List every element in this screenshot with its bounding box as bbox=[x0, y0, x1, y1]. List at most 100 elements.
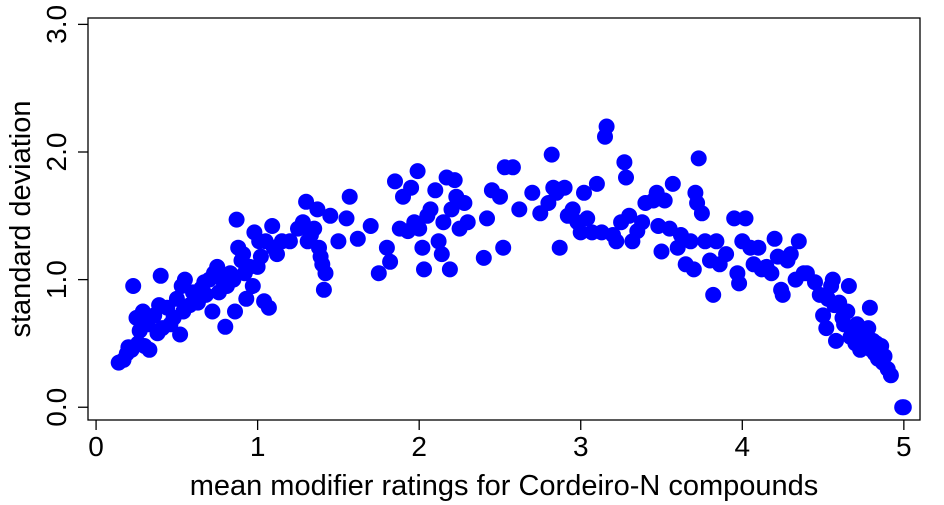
y-axis: 0.0 1.0 2.0 3.0 bbox=[41, 5, 88, 427]
data-point bbox=[818, 320, 835, 337]
data-point bbox=[682, 233, 699, 250]
data-point bbox=[349, 230, 366, 247]
data-point bbox=[618, 169, 634, 186]
data-point bbox=[281, 233, 298, 250]
data-point bbox=[564, 201, 581, 218]
data-point bbox=[441, 261, 458, 278]
data-point bbox=[750, 239, 767, 256]
data-point bbox=[238, 290, 255, 307]
data-point bbox=[209, 258, 226, 275]
data-point bbox=[697, 233, 714, 250]
data-point bbox=[895, 399, 912, 416]
data-point bbox=[685, 261, 702, 278]
data-point bbox=[475, 249, 492, 266]
data-point bbox=[315, 281, 332, 298]
data-point bbox=[341, 188, 358, 205]
data-point bbox=[828, 332, 844, 349]
data-point bbox=[414, 239, 431, 256]
data-point bbox=[370, 265, 387, 282]
data-point bbox=[543, 146, 560, 163]
data-point bbox=[217, 318, 234, 335]
data-point bbox=[588, 175, 605, 192]
data-point bbox=[330, 233, 347, 250]
data-point bbox=[306, 220, 323, 237]
data-point bbox=[204, 303, 221, 320]
data-point bbox=[731, 275, 748, 292]
data-point bbox=[634, 214, 651, 231]
data-point bbox=[882, 367, 899, 384]
data-point bbox=[708, 233, 725, 250]
data-point bbox=[766, 230, 783, 247]
data-point bbox=[228, 211, 245, 228]
data-point bbox=[264, 218, 281, 234]
data-point bbox=[579, 210, 596, 227]
data-point bbox=[815, 307, 832, 324]
data-point bbox=[152, 267, 169, 284]
data-point bbox=[608, 233, 625, 250]
data-point bbox=[621, 207, 638, 224]
data-point bbox=[235, 246, 252, 263]
data-point bbox=[322, 207, 339, 224]
data-point bbox=[409, 163, 426, 180]
data-point bbox=[433, 246, 450, 263]
x-tick-label: 0 bbox=[88, 431, 104, 462]
data-point bbox=[690, 150, 707, 167]
data-point bbox=[416, 261, 432, 278]
data-point bbox=[782, 246, 799, 263]
data-point bbox=[317, 265, 334, 282]
data-point bbox=[840, 278, 857, 294]
data-point bbox=[197, 286, 214, 303]
data-point bbox=[168, 290, 185, 307]
x-axis: 0 1 2 3 4 5 bbox=[88, 420, 912, 462]
data-point bbox=[705, 286, 722, 303]
data-point bbox=[435, 214, 452, 231]
data-point bbox=[511, 201, 528, 218]
data-point bbox=[693, 205, 710, 222]
data-point bbox=[495, 239, 512, 256]
data-point bbox=[763, 265, 780, 282]
data-point bbox=[824, 271, 841, 288]
data-point bbox=[551, 239, 568, 256]
data-point bbox=[556, 179, 573, 196]
data-point bbox=[338, 210, 355, 227]
data-point bbox=[244, 278, 261, 294]
data-point bbox=[427, 182, 444, 199]
y-tick-label: 1.0 bbox=[41, 260, 72, 299]
y-tick-label: 2.0 bbox=[41, 133, 72, 172]
data-point bbox=[176, 271, 193, 288]
data-point bbox=[387, 173, 403, 190]
data-point bbox=[653, 243, 670, 260]
data-point bbox=[403, 179, 420, 196]
data-point bbox=[860, 320, 877, 337]
data-point bbox=[598, 118, 615, 135]
data-point bbox=[252, 248, 269, 265]
x-axis-title: mean modifier ratings for Cordeiro-N com… bbox=[190, 470, 819, 502]
data-point bbox=[616, 154, 633, 171]
y-axis-title: standard deviation bbox=[5, 101, 37, 338]
data-point bbox=[718, 246, 735, 263]
points-layer bbox=[110, 118, 912, 416]
data-point bbox=[669, 239, 686, 256]
data-point bbox=[309, 201, 326, 218]
x-tick-label: 2 bbox=[411, 431, 427, 462]
data-point bbox=[479, 210, 495, 227]
data-point bbox=[141, 341, 158, 358]
data-point bbox=[774, 286, 791, 303]
data-point bbox=[524, 184, 541, 201]
data-point bbox=[422, 201, 439, 218]
data-point bbox=[807, 274, 823, 291]
data-point bbox=[456, 195, 473, 211]
data-point bbox=[726, 210, 743, 227]
x-tick-label: 4 bbox=[735, 431, 751, 462]
data-point bbox=[861, 299, 878, 316]
data-point bbox=[430, 233, 447, 250]
plot-frame bbox=[87, 17, 921, 421]
data-point bbox=[737, 210, 754, 227]
data-point bbox=[443, 201, 460, 218]
y-tick-label: 3.0 bbox=[41, 5, 72, 44]
data-point bbox=[269, 246, 285, 263]
x-tick-label: 1 bbox=[250, 431, 266, 462]
data-point bbox=[459, 214, 476, 231]
data-point bbox=[492, 188, 508, 205]
data-point bbox=[362, 218, 379, 234]
